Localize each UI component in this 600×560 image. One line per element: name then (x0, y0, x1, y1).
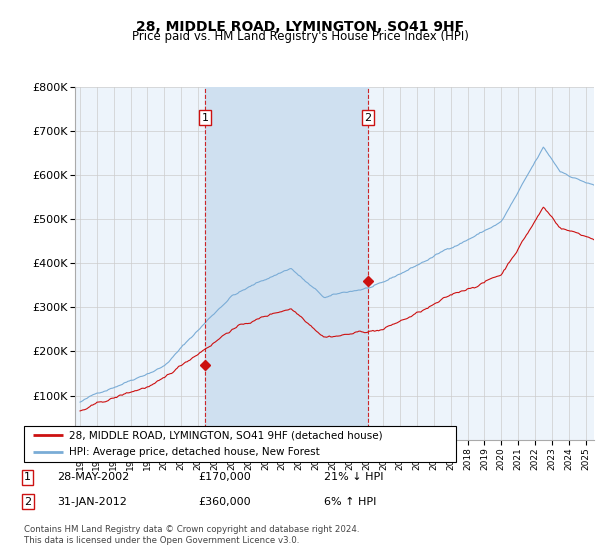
Text: Price paid vs. HM Land Registry's House Price Index (HPI): Price paid vs. HM Land Registry's House … (131, 30, 469, 43)
Text: £360,000: £360,000 (198, 497, 251, 507)
Bar (205, 87, 368, 440)
Text: 31-JAN-2012: 31-JAN-2012 (57, 497, 127, 507)
Text: 28, MIDDLE ROAD, LYMINGTON, SO41 9HF (detached house): 28, MIDDLE ROAD, LYMINGTON, SO41 9HF (de… (70, 431, 383, 440)
Text: £170,000: £170,000 (198, 472, 251, 482)
FancyBboxPatch shape (24, 426, 456, 462)
Text: 1: 1 (202, 113, 208, 123)
Text: 28-MAY-2002: 28-MAY-2002 (57, 472, 129, 482)
Text: 2: 2 (24, 497, 31, 507)
Text: 21% ↓ HPI: 21% ↓ HPI (324, 472, 383, 482)
Text: HPI: Average price, detached house, New Forest: HPI: Average price, detached house, New … (70, 447, 320, 457)
Text: 28, MIDDLE ROAD, LYMINGTON, SO41 9HF: 28, MIDDLE ROAD, LYMINGTON, SO41 9HF (136, 20, 464, 34)
Text: Contains HM Land Registry data © Crown copyright and database right 2024.
This d: Contains HM Land Registry data © Crown c… (24, 525, 359, 545)
Text: 1: 1 (24, 472, 31, 482)
Text: 6% ↑ HPI: 6% ↑ HPI (324, 497, 376, 507)
Text: 2: 2 (364, 113, 371, 123)
